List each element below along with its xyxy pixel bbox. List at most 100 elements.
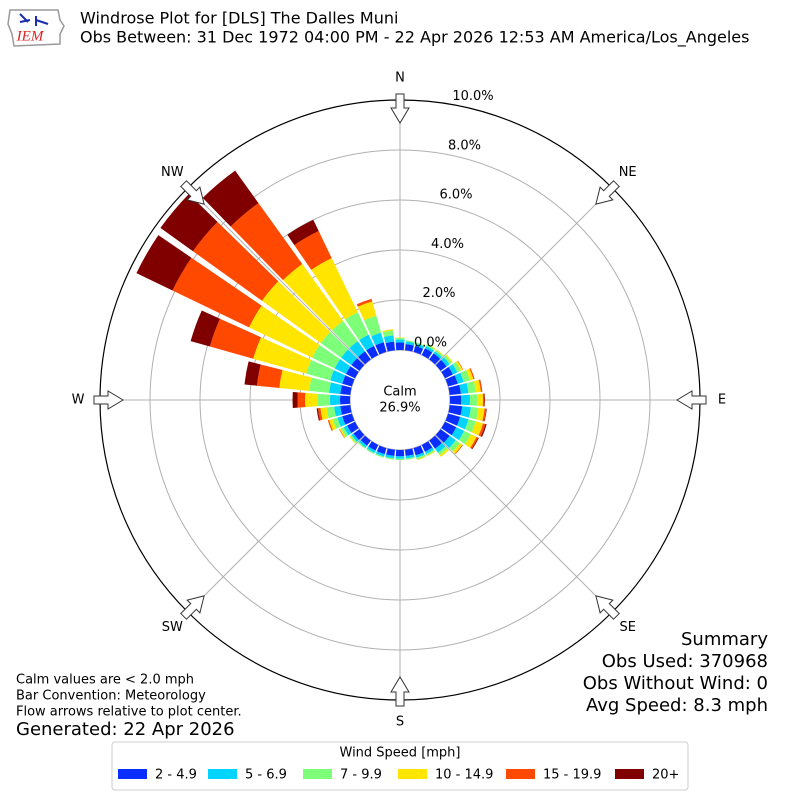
bar-segment [339, 429, 345, 439]
logo-text: IEM [16, 28, 45, 44]
bar-segment [395, 342, 405, 351]
bar-segment [421, 348, 433, 359]
bar-segment [395, 339, 405, 343]
legend-label: 20+ [652, 768, 679, 783]
bar-segment [471, 437, 479, 450]
bar-segment [443, 355, 452, 365]
bar-segment [375, 451, 385, 457]
bar-segment [249, 305, 320, 358]
bar-segment [345, 312, 369, 341]
bar-segment [261, 281, 331, 344]
bar-segment [341, 349, 358, 365]
bar-segment [190, 310, 220, 347]
bar-segment [383, 335, 395, 344]
legend-label: 7 - 9.9 [340, 768, 382, 783]
flow-arrow [595, 180, 620, 205]
flow-arrow [180, 595, 205, 620]
bar-segment [478, 379, 483, 392]
chart-subtitle: Obs Between: 31 Dec 1972 04:00 PM - 22 A… [80, 28, 749, 48]
bar-segment [320, 331, 349, 358]
bar-segment [404, 344, 414, 352]
bar-segment [454, 372, 464, 384]
r-tick-label: 8.0% [448, 138, 481, 153]
bar-segment [309, 377, 331, 393]
flow-arrow [595, 595, 620, 620]
note-line: Flow arrows relative to plot center. [16, 705, 242, 720]
bar-segment [448, 404, 463, 416]
bar-segment [292, 391, 298, 409]
bar-segment [445, 413, 461, 426]
bar-segment [477, 393, 483, 407]
bar-segment [454, 444, 463, 455]
bar-segment [421, 441, 433, 452]
flow-arrow [390, 676, 410, 707]
bar-segment [451, 427, 465, 441]
bar-segment [334, 405, 342, 417]
bar-segment [426, 344, 435, 351]
bar-segment [311, 258, 358, 320]
flow-arrow [180, 180, 205, 205]
spoke [187, 435, 365, 613]
flow-arrow [390, 93, 410, 124]
r-tick-label: 0.0% [414, 335, 447, 350]
bar-segment [360, 435, 371, 446]
legend-swatch [303, 769, 332, 779]
direction-label: NE [619, 165, 637, 180]
direction-label: SE [619, 620, 635, 635]
bar-segment [452, 361, 461, 373]
note-line: Bar Convention: Meteorology [16, 689, 206, 704]
bar-segment [437, 446, 448, 456]
bar-segment [351, 358, 365, 371]
bar-segment [349, 435, 358, 444]
bar-segment [395, 458, 405, 460]
bar-segment [331, 320, 358, 349]
bar-segment [415, 452, 425, 458]
bar-segment [366, 448, 375, 455]
bar-segment [340, 404, 352, 415]
bar-segment [461, 394, 470, 406]
bar-segment [395, 449, 405, 457]
bar-segment [347, 421, 359, 434]
bar-segment [202, 170, 259, 227]
legend-label: 5 - 6.9 [245, 768, 287, 783]
bar-segment [441, 366, 453, 379]
bar-segment [471, 421, 484, 436]
bar-segment [375, 342, 387, 355]
bar-segment [413, 345, 424, 355]
bar-segment [312, 345, 341, 369]
bar-segment [435, 349, 444, 358]
bar-segment [330, 370, 346, 384]
bar-segment [464, 419, 476, 433]
bar-segment [429, 435, 442, 449]
legend-label: 10 - 14.9 [435, 768, 493, 783]
bar-segment [357, 301, 377, 321]
bar-segment [473, 379, 481, 393]
calm-circle [352, 352, 448, 448]
calm-value: 26.9% [379, 401, 420, 416]
bar-segment [413, 445, 424, 456]
flow-arrow [676, 390, 707, 410]
legend-swatch [208, 769, 237, 779]
bar-segment [349, 436, 356, 444]
legend: 2 - 4.9 5 - 6.9 7 - 9.9 10 - 14.9 15 - 19.9 2… [118, 768, 679, 783]
bar-segment [484, 408, 487, 422]
bar-segment [340, 395, 351, 405]
bar-segment [439, 448, 449, 457]
bar-segment [385, 456, 395, 460]
bar-segment [244, 361, 261, 386]
bar-segment [320, 407, 329, 420]
bar-segment [426, 343, 436, 349]
bar-segment [448, 384, 461, 396]
bar-segment [330, 394, 341, 406]
logo-glyph [19, 13, 49, 26]
bar-segment [395, 456, 405, 459]
bar-segment [256, 364, 283, 388]
bar-segment [317, 393, 331, 407]
bar-segment [466, 381, 476, 394]
bar-segment [470, 436, 479, 449]
bar-segment [342, 375, 355, 387]
bar-segment [460, 406, 471, 418]
bar-segment [395, 338, 405, 340]
legend-swatch [118, 769, 147, 779]
bar-segment [297, 392, 306, 408]
